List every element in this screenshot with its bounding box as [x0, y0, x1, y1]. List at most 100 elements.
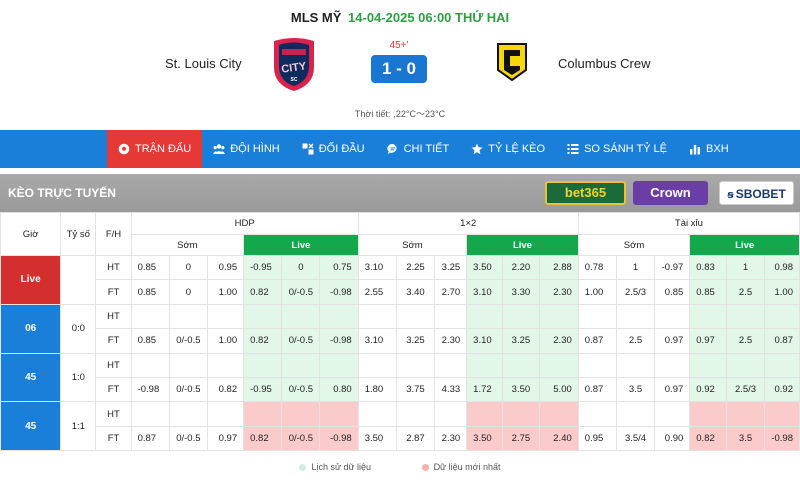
odds-cell-hdp-e[interactable]: 0.85: [130, 279, 170, 305]
odds-cell-ou-e[interactable]: 0.97: [654, 376, 691, 403]
odds-cell-x12-e[interactable]: 2.30: [434, 328, 468, 354]
odds-cell-x12-l[interactable]: 3.10: [466, 279, 504, 305]
odds-cell-x12-e[interactable]: 3.50: [357, 425, 397, 452]
odds-cell-ou-l[interactable]: 0.85: [689, 279, 728, 305]
tab-head-to-head[interactable]: ĐỐI ĐẦU: [291, 130, 376, 168]
odds-cell-ou-l[interactable]: 1.00: [763, 279, 800, 305]
odds-cell-x12-e[interactable]: 3.75: [395, 376, 436, 403]
odds-cell-hdp-l[interactable]: 0/-0.5: [281, 328, 321, 354]
odds-cell-hdp-e[interactable]: 0.82: [206, 376, 245, 403]
odds-cell-x12-l[interactable]: 2.75: [502, 425, 540, 452]
odds-cell-hdp-e[interactable]: 0/-0.5: [168, 425, 208, 452]
odds-cell-hdp-e[interactable]: 1.00: [206, 279, 245, 305]
odds-cell-x12-e[interactable]: 3.25: [395, 328, 436, 354]
tab-match[interactable]: TRẬN ĐẤU: [107, 130, 203, 168]
odds-cell-ou-e[interactable]: -0.97: [654, 254, 691, 281]
odds-cell-x12-l[interactable]: 3.25: [502, 328, 540, 354]
columbus-crew-logo-icon[interactable]: [496, 42, 528, 82]
tab-standings[interactable]: BXH: [678, 130, 740, 168]
odds-cell-ou-e[interactable]: 0.87: [577, 328, 617, 354]
st-louis-city-logo-icon[interactable]: CITY SC: [268, 35, 320, 93]
odds-cell-ou-e[interactable]: 1: [615, 254, 656, 281]
tab-odds[interactable]: TỶ LỆ KÈO: [460, 130, 556, 168]
odds-cell-x12-e[interactable]: 3.10: [357, 254, 397, 281]
odds-cell-hdp-l[interactable]: -0.95: [243, 376, 283, 403]
odds-cell-hdp-l[interactable]: 0.82: [243, 279, 283, 305]
odds-cell-ou-l[interactable]: -0.98: [763, 425, 800, 452]
odds-cell-x12-e[interactable]: 2.25: [395, 254, 436, 281]
odds-cell-ou-e[interactable]: 0.87: [577, 376, 617, 403]
odds-cell-x12-e[interactable]: 2.70: [434, 279, 468, 305]
tab-lineup[interactable]: ĐỘI HÌNH: [202, 130, 291, 168]
odds-cell-hdp-l[interactable]: 0/-0.5: [281, 279, 321, 305]
odds-cell-hdp-l[interactable]: -0.95: [243, 254, 283, 281]
odds-cell-ou-e[interactable]: 0.85: [654, 279, 691, 305]
odds-cell-x12-e[interactable]: 1.80: [357, 376, 397, 403]
tab-compare-odds[interactable]: SO SÁNH TỶ LỆ: [556, 130, 678, 168]
odds-cell-hdp-e[interactable]: 0/-0.5: [168, 376, 208, 403]
odds-cell-hdp-l[interactable]: -0.98: [319, 425, 359, 452]
odds-cell-hdp-e[interactable]: 0.87: [130, 425, 170, 452]
odds-cell-ou-l[interactable]: 0.97: [689, 328, 728, 354]
odds-cell-ou-e[interactable]: 0.78: [577, 254, 617, 281]
odds-cell-ou-l[interactable]: 0.98: [763, 254, 800, 281]
odds-cell-ou-e[interactable]: 2.5/3: [615, 279, 656, 305]
odds-cell-ou-l[interactable]: 3.5: [726, 425, 765, 452]
odds-cell-ou-e[interactable]: 3.5: [615, 376, 656, 403]
odds-cell-ou-e[interactable]: 0.90: [654, 425, 691, 452]
odds-cell-hdp-l[interactable]: 0/-0.5: [281, 376, 321, 403]
odds-cell-x12-l[interactable]: 3.50: [502, 376, 540, 403]
odds-cell-ou-e[interactable]: 0.95: [577, 425, 617, 452]
odds-cell-ou-l[interactable]: 0.82: [689, 425, 728, 452]
odds-cell-x12-l[interactable]: 3.10: [466, 328, 504, 354]
odds-cell-ou-l[interactable]: 2.5: [726, 328, 765, 354]
odds-cell-x12-e[interactable]: 3.25: [434, 254, 468, 281]
odds-cell-ou-l[interactable]: 2.5: [726, 279, 765, 305]
odds-cell-ou-l[interactable]: 2.5/3: [726, 376, 765, 403]
bookmaker-crown-button[interactable]: Crown: [633, 181, 708, 205]
odds-cell-x12-e[interactable]: 3.10: [357, 328, 397, 354]
odds-cell-hdp-l[interactable]: 0.75: [319, 254, 359, 281]
bookmaker-bet365-button[interactable]: bet365: [545, 181, 626, 205]
odds-cell-x12-l[interactable]: 3.50: [466, 254, 504, 281]
odds-cell-hdp-e[interactable]: 0.85: [130, 328, 170, 354]
odds-cell-ou-e[interactable]: 0.97: [654, 328, 691, 354]
odds-cell-ou-l[interactable]: 0.83: [689, 254, 728, 281]
bookmaker-sbobet-button[interactable]: ꞩ SBOBET: [719, 181, 794, 205]
odds-cell-hdp-e[interactable]: 1.00: [206, 328, 245, 354]
odds-cell-ou-l[interactable]: 1: [726, 254, 765, 281]
odds-cell-ou-l[interactable]: 0.92: [689, 376, 728, 403]
odds-cell-ou-e[interactable]: 1.00: [577, 279, 617, 305]
odds-cell-ou-l[interactable]: 0.87: [763, 328, 800, 354]
odds-cell-x12-e[interactable]: 2.55: [357, 279, 397, 305]
odds-cell-hdp-l[interactable]: 0.80: [319, 376, 359, 403]
odds-cell-x12-e[interactable]: 4.33: [434, 376, 468, 403]
odds-cell-x12-e[interactable]: 2.87: [395, 425, 436, 452]
odds-cell-x12-l[interactable]: 1.72: [466, 376, 504, 403]
odds-cell-hdp-l[interactable]: 0: [281, 254, 321, 281]
odds-cell-x12-l[interactable]: 2.40: [538, 425, 579, 452]
home-team-name[interactable]: St. Louis City: [165, 56, 242, 71]
odds-cell-x12-l[interactable]: 2.88: [538, 254, 579, 281]
odds-cell-hdp-e[interactable]: 0.95: [206, 254, 245, 281]
odds-cell-hdp-l[interactable]: 0/-0.5: [281, 425, 321, 452]
odds-cell-x12-l[interactable]: 2.20: [502, 254, 540, 281]
tab-details[interactable]: CHI TIẾT: [376, 130, 461, 168]
odds-cell-x12-e[interactable]: 2.30: [434, 425, 468, 452]
odds-cell-hdp-l[interactable]: 0.82: [243, 425, 283, 452]
odds-cell-hdp-e[interactable]: 0.85: [130, 254, 170, 281]
odds-cell-hdp-l[interactable]: 0.82: [243, 328, 283, 354]
odds-cell-ou-l[interactable]: 0.92: [763, 376, 800, 403]
odds-cell-hdp-e[interactable]: 0: [168, 254, 208, 281]
odds-cell-x12-l[interactable]: 5.00: [538, 376, 579, 403]
odds-cell-hdp-e[interactable]: -0.98: [130, 376, 170, 403]
odds-cell-hdp-e[interactable]: 0/-0.5: [168, 328, 208, 354]
odds-cell-x12-l[interactable]: 2.30: [538, 328, 579, 354]
odds-cell-ou-e[interactable]: 3.5/4: [615, 425, 656, 452]
odds-cell-x12-l[interactable]: 2.30: [538, 279, 579, 305]
away-team-name[interactable]: Columbus Crew: [558, 56, 651, 71]
odds-cell-hdp-l[interactable]: -0.98: [319, 328, 359, 354]
odds-cell-x12-l[interactable]: 3.50: [466, 425, 504, 452]
odds-cell-hdp-e[interactable]: 0: [168, 279, 208, 305]
odds-cell-hdp-l[interactable]: -0.98: [319, 279, 359, 305]
